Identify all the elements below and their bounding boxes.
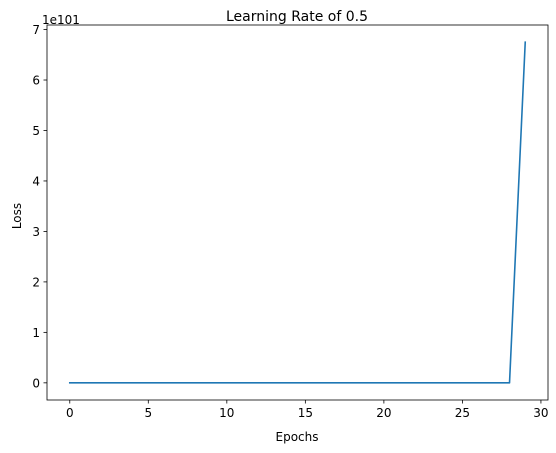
y-axis-ticks: 0 1 2 3 4 5 6 7 [32,23,47,390]
x-axis-label: Epochs [276,430,319,444]
x-tick-label: 5 [144,406,152,420]
y-axis-offset-label: 1e101 [42,13,80,27]
x-tick-label: 15 [298,406,313,420]
y-tick-label: 3 [32,225,40,239]
plot-frame [46,24,549,401]
x-axis-ticks: 0 5 10 15 20 25 30 [66,400,549,420]
y-tick-label: 6 [32,74,40,88]
y-tick-label: 4 [32,174,40,188]
y-tick-label: 1 [32,326,40,340]
y-tick-label: 0 [32,376,40,390]
x-tick-label: 30 [533,406,548,420]
loss-series-line [68,41,527,384]
plot-area [68,41,527,384]
x-tick-label: 0 [66,406,74,420]
x-tick-label: 25 [455,406,470,420]
x-tick-label: 20 [376,406,391,420]
y-axis-label: Loss [10,203,24,229]
y-tick-label: 5 [32,124,40,138]
y-tick-label: 7 [32,23,40,37]
x-tick-label: 10 [219,406,234,420]
chart-title: Learning Rate of 0.5 [226,9,368,25]
y-tick-label: 2 [32,275,40,289]
